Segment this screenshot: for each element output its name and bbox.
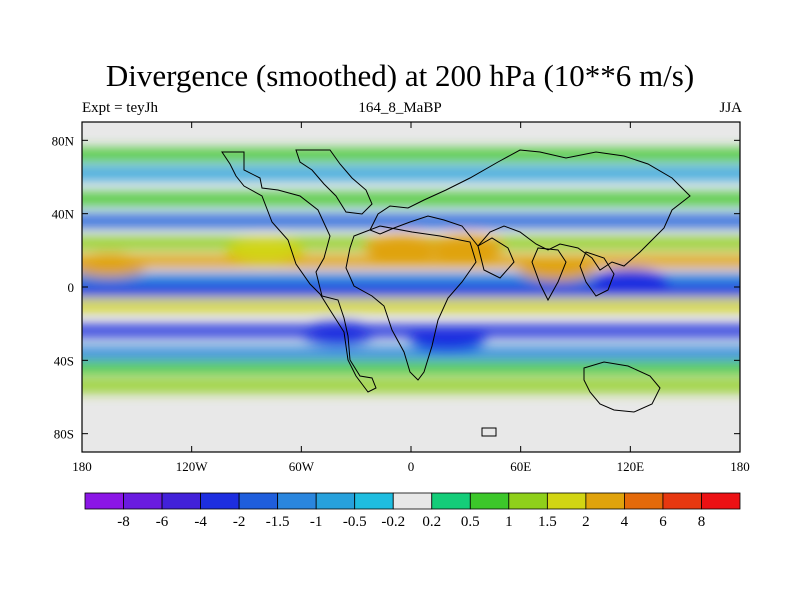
y-tick-label: 0 [68,280,75,295]
field-band [82,347,740,359]
x-tick-label: 60E [510,459,531,474]
field-blob [409,326,486,351]
coastline-north-america [221,151,377,393]
y-tick-label: 40S [54,353,74,368]
field-band [82,380,740,392]
colorbar-label: 0.5 [461,514,480,530]
coastline-australia [583,361,661,413]
colorbar-swatch [469,492,510,510]
field-blob [592,269,669,294]
field-band [82,215,740,227]
coastline-greenland [295,149,373,215]
colorbar-swatch [123,492,163,510]
period-label: 164_8_MaBP [358,100,442,116]
coastline-arabia [477,237,515,279]
colorbar-swatch [161,492,201,510]
colorbar-swatch [315,492,356,510]
x-tick-label: 0 [408,459,415,474]
x-tick-label: 120E [617,459,645,474]
colorbar-label: 1 [505,514,513,530]
colorbar-label: -1.5 [266,514,290,530]
field-band [82,149,740,161]
colorbar-label: 4 [621,514,629,530]
colorbar-swatch [392,492,433,510]
colorbar-swatch [200,492,240,510]
colorbar-label: -1 [310,514,323,530]
y-tick-label: 40N [52,207,75,222]
y-tick-label: 80N [52,133,75,148]
colorbar-label: 1.5 [538,514,557,530]
colorbar-label: 6 [659,514,667,530]
field-blob [299,320,376,345]
colorbar-label: 8 [698,514,706,530]
colorbar-label: -6 [156,514,169,530]
coastline-eurasia [369,149,691,271]
colorbar-swatch [277,492,317,510]
y-tick-label: 80S [54,427,74,442]
coastline-africa [345,225,477,381]
coastline-india [531,247,567,302]
field-smoothing-group [82,149,740,392]
colorbar-swatch [701,492,741,510]
colorbar-swatch [662,492,702,510]
x-tick-label: 180 [72,459,92,474]
colorbar-label: 2 [582,514,590,530]
x-tick-label: 60W [289,459,315,474]
field-band [82,193,740,205]
chart-title: Divergence (smoothed) at 200 hPa (10**6 … [105,58,695,93]
field-band [82,299,740,312]
field-blob [226,238,303,263]
colorbar: -8 -6 -4 -2 -1.5 -1 -0.5 -0.2 0.2 0.5 1 1.5 2 4 6 8 [84,492,741,530]
field-band [82,361,740,374]
colorbar-label: -0.2 [381,514,405,530]
map-axes: 180 120W 60W 0 60E 120E 180 80N 40N 0 40S 80S [52,122,750,474]
coastline-southeast-asia [579,251,615,297]
colorbar-swatch [238,492,279,510]
experiment-label: Expt = teyJh [82,100,158,116]
field-blob [427,234,504,259]
colorbar-swatch [354,492,394,510]
colorbar-label: -8 [117,514,130,530]
colorbar-swatch [508,492,548,510]
field-band [82,255,740,268]
colorbar-label: -0.5 [343,514,367,530]
field-band [82,325,740,337]
colorbar-swatch [431,492,471,510]
field-blob [82,253,148,277]
colorbar-swatch [624,492,664,510]
field-blob [519,256,596,281]
colorbar-swatch [546,492,587,510]
divergence-field [82,149,740,392]
field-band [82,284,740,297]
coastline-outline [221,149,691,437]
season-label: JJA [719,100,742,116]
x-tick-label: 120W [176,459,209,474]
colorbar-swatch [84,492,124,510]
colorbar-swatch [585,492,625,510]
colorbar-label: -2 [233,514,246,530]
coastline-antarctic-island [481,427,497,437]
colorbar-label: -4 [194,514,207,530]
field-band [82,167,740,180]
colorbar-label: 0.2 [422,514,441,530]
x-tick-label: 180 [730,459,750,474]
field-blob [363,234,440,259]
